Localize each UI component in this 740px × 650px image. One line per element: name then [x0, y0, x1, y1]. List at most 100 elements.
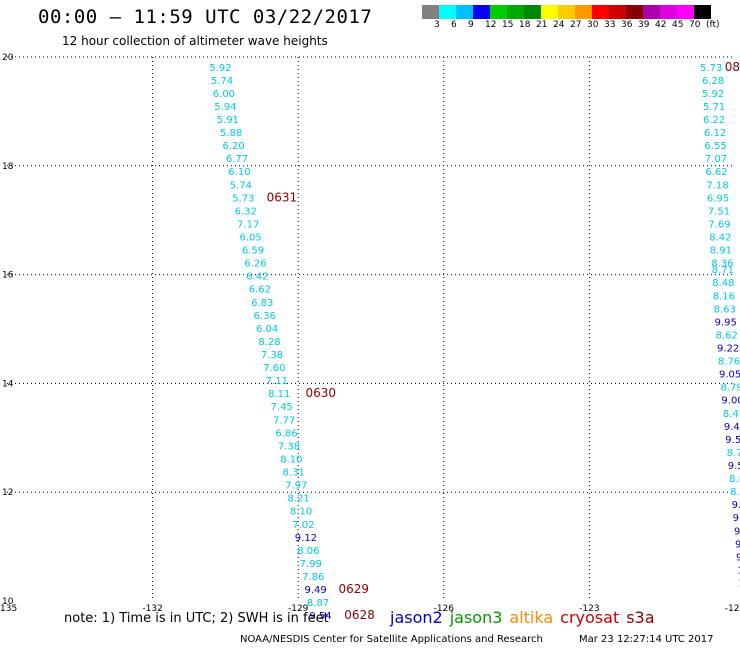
swh-value: 6.55 [704, 141, 726, 152]
swh-value: 7.86 [302, 572, 324, 583]
swh-value: 7.99 [300, 559, 322, 570]
swh-value: 8.10 [290, 507, 312, 518]
swh-value: 9.95 [715, 317, 737, 328]
satellite-cryosat: cryosat [560, 608, 620, 627]
y-tick-label: 16 [2, 271, 14, 281]
swh-value: 7.38 [278, 441, 300, 452]
swh-value: 5.94 [214, 102, 236, 113]
colorbar-label: 21 [536, 20, 548, 30]
swh-value: 6.62 [705, 167, 727, 178]
x-tick-label: -129 [288, 604, 309, 614]
satellite-altika: altika [509, 608, 554, 627]
track-label: 0628 [344, 608, 375, 622]
colorbar-swatch [575, 5, 592, 19]
swh-value: 6.26 [244, 259, 266, 270]
swh-value: 7.51 [708, 206, 730, 217]
swh-value: 8.28 [258, 337, 280, 348]
swh-value: 6.62 [249, 285, 271, 296]
swh-value: 5.88 [220, 128, 242, 139]
colorbar-label: 27 [570, 20, 582, 30]
swh-value: 6.59 [242, 246, 264, 257]
swh-value: 8.10 [280, 454, 302, 465]
note-text: note: 1) Time is in UTC; 2) SWH is in fe… [64, 611, 329, 626]
colorbar-swatch [524, 5, 541, 19]
swh-value: 7.45 [271, 402, 293, 413]
swh-value: 5.74 [230, 180, 252, 191]
x-tick-label: -132 [142, 604, 162, 614]
swh-value: 6.95 [707, 193, 729, 204]
swh-value: 6.42 [246, 272, 268, 283]
swh-value: 6.83 [251, 298, 273, 309]
footer-timestamp: Mar 23 12:27:14 UTC 2017 [579, 634, 714, 645]
colorbar-swatch [490, 5, 507, 19]
swh-value: 9.44 [724, 422, 740, 433]
swh-value: 7.77 [273, 415, 295, 426]
swh-value: 9.53 [725, 435, 740, 446]
swh-value: 6.00 [213, 89, 235, 100]
swh-value: 5.73 [700, 63, 722, 74]
swh-value: 5.71 [703, 102, 725, 113]
swh-value: 9.00 [721, 396, 740, 407]
swh-value: 6.22 [703, 115, 725, 126]
swh-value: 9.96 [735, 539, 740, 550]
swh-value: 9.22 [717, 343, 739, 354]
colorbar-swatch [592, 5, 609, 19]
swh-value: 5.74 [211, 76, 233, 87]
satellite-jason3: jason3 [449, 608, 503, 627]
swh-value: 6.32 [235, 206, 257, 217]
swh-value: 8.91 [710, 246, 732, 257]
colorbar-label: 33 [604, 20, 616, 30]
swh-value: 8.76 [718, 357, 740, 368]
colorbar-swatch [473, 5, 490, 19]
colorbar-label: 12 [485, 20, 497, 30]
colorbar-label: 24 [553, 20, 565, 30]
colorbar-swatch [643, 5, 660, 19]
swh-value: 7.17 [237, 219, 259, 230]
chart-subtitle: 12 hour collection of altimeter wave hei… [62, 34, 328, 48]
colorbar-label: 30 [587, 20, 599, 30]
swh-value: 8.21 [288, 494, 310, 505]
swh-value: 9.92 [732, 500, 740, 511]
swh-value: 9.87 [736, 552, 740, 563]
swh-value: 8.06 [297, 546, 319, 557]
swh-value: 6.36 [254, 311, 276, 322]
colorbar-swatch [694, 5, 711, 19]
colorbar-swatch [626, 5, 643, 19]
swh-value: 10.11 [737, 565, 740, 576]
grid-layer [7, 56, 735, 601]
y-tick-label: 10 [2, 597, 14, 607]
chart-title: 00:00 – 11:59 UTC 03/22/2017 [38, 6, 373, 28]
swh-value: 8.47 [723, 409, 740, 420]
x-tick-label: -120 [725, 604, 740, 614]
swh-value: 6.86 [275, 428, 297, 439]
colorbar-label: 36 [621, 20, 633, 30]
track-label: 0630 [305, 386, 336, 400]
swh-value: 5.92 [209, 63, 231, 74]
swh-value: 8.87 [307, 598, 329, 609]
swh-value: 8.48 [712, 278, 734, 289]
swh-value: 6.05 [239, 233, 261, 244]
footer-credit: NOAA/NESDIS Center for Satellite Applica… [240, 634, 543, 645]
colorbar-swatch [558, 5, 575, 19]
swh-value: 8.11 [268, 389, 290, 400]
satellite-s3a: s3a [626, 608, 655, 627]
swh-value: 6.77 [226, 154, 248, 165]
track-label: 0629 [338, 582, 369, 596]
colorbar-swatch [541, 5, 558, 19]
colorbar-swatch [439, 5, 456, 19]
satellite-jason2: jason2 [390, 608, 443, 627]
y-tick-label: 14 [2, 379, 14, 389]
axis-layer: -135 -132 -129 -126 -123 -120 10 12 14 16 18 20 [0, 53, 740, 614]
colorbar-label: 3 [434, 20, 440, 30]
swh-value: 9.05 [719, 370, 740, 381]
swh-value: 8.42 [709, 233, 731, 244]
swh-value: 9.17 [733, 513, 740, 524]
swh-value: 8.36 [711, 259, 733, 270]
colorbar-swatch [660, 5, 677, 19]
swh-value: 9.49 [305, 585, 327, 596]
swh-value: 6.10 [228, 167, 250, 178]
swh-value: 7.02 [292, 520, 314, 531]
swh-value: 5.73 [232, 193, 254, 204]
colorbar-swatch [456, 5, 473, 19]
